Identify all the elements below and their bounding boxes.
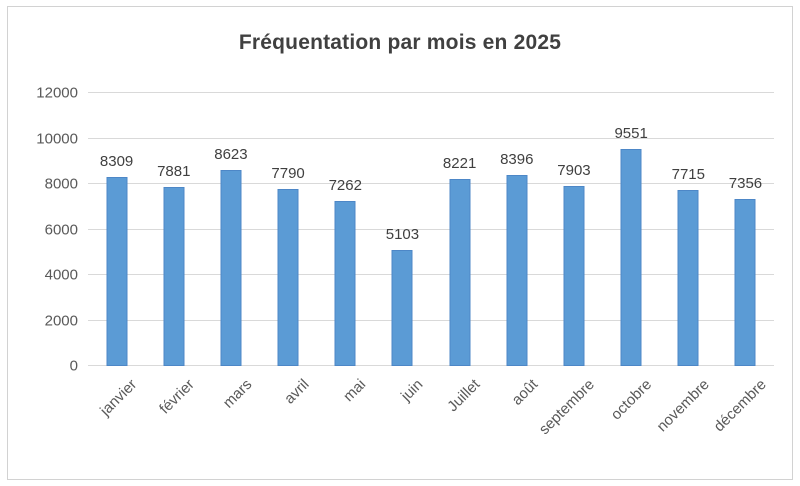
bar [163,186,185,366]
y-tick-label: 0 [69,357,78,375]
gridline [88,92,774,93]
bar-value-label: 8396 [500,151,534,168]
x-tick-label: novembre [653,376,713,436]
bar-value-label: 8221 [442,154,477,172]
plot-area: 0 2000 4000 6000 8000 10000 12000 8309 janvier 78… [36,85,774,438]
y-tick-label: 8000 [44,175,78,193]
x-tick-label: juin [397,376,427,405]
gridline [88,274,774,275]
bar-value-label: 8309 [99,152,134,170]
x-tick-label: Juillet [444,376,484,416]
chart-title: Fréquentation par mois en 2025 [238,31,562,54]
bar-column: 8623 mars [202,93,259,412]
bar-value-label: 5103 [385,225,420,243]
bars-row: 8309 janvier 7881 février 8623 mars 7790 avril 7… [88,93,774,438]
bar-column: 7715 novembre [653,93,717,435]
x-tick-label: janvier [97,376,141,420]
x-tick-label: août [508,376,541,409]
bar [106,176,128,366]
x-tick-label: mars [219,376,255,412]
bar-column: 8309 janvier [88,93,145,419]
gridline [88,228,774,230]
bar-column: 7356 décembre [710,93,774,436]
x-tick-label: septembre [535,376,598,439]
y-tick-label: 2000 [44,312,78,329]
bar [734,198,756,366]
bar-column: 9551 octobre [603,93,660,424]
bar [334,200,356,366]
x-tick-label: avril [280,376,313,408]
bar-value-label: 7790 [271,164,305,182]
x-tick-label: mai [340,376,370,406]
x-tick-label: février [156,376,198,418]
bar-column: 7262 mai [317,93,374,405]
gridline [88,183,774,184]
y-tick-label: 12000 [36,84,78,102]
x-tick-label: décembre [710,376,770,436]
bar [220,169,242,366]
bar-value-label: 7715 [671,166,705,184]
y-tick-label: 4000 [44,266,78,284]
gridline [88,319,774,321]
bar-value-label: 7356 [728,174,763,192]
bar-column: 8221 Juillet [431,93,488,415]
bar-column: 5103 juin [374,93,431,405]
bar-column: 8396 août [488,93,545,409]
x-tick-label: octobre [607,376,656,424]
bar [391,249,413,366]
y-tick-label: 10000 [36,130,78,147]
y-tick-label: 6000 [44,221,78,238]
bar-column: 7903 septembre [536,93,602,438]
bar [506,175,528,366]
bar-value-label: 8623 [214,145,248,163]
bar-value-label: 7262 [328,176,362,194]
bar [277,188,299,366]
gridline [88,365,774,366]
bar [449,178,471,366]
bar [677,190,699,366]
bar-value-label: 9551 [614,124,648,142]
bar-column: 7881 février [145,93,202,418]
bar-column: 7790 avril [260,93,317,408]
bar [563,186,585,366]
bar-value-label: 7903 [557,162,591,180]
gridline [88,137,774,139]
bar-value-label: 7881 [157,162,191,180]
chart-frame: Fréquentation par mois en 2025 0 2000 4000… [7,6,793,480]
bar [620,148,642,366]
